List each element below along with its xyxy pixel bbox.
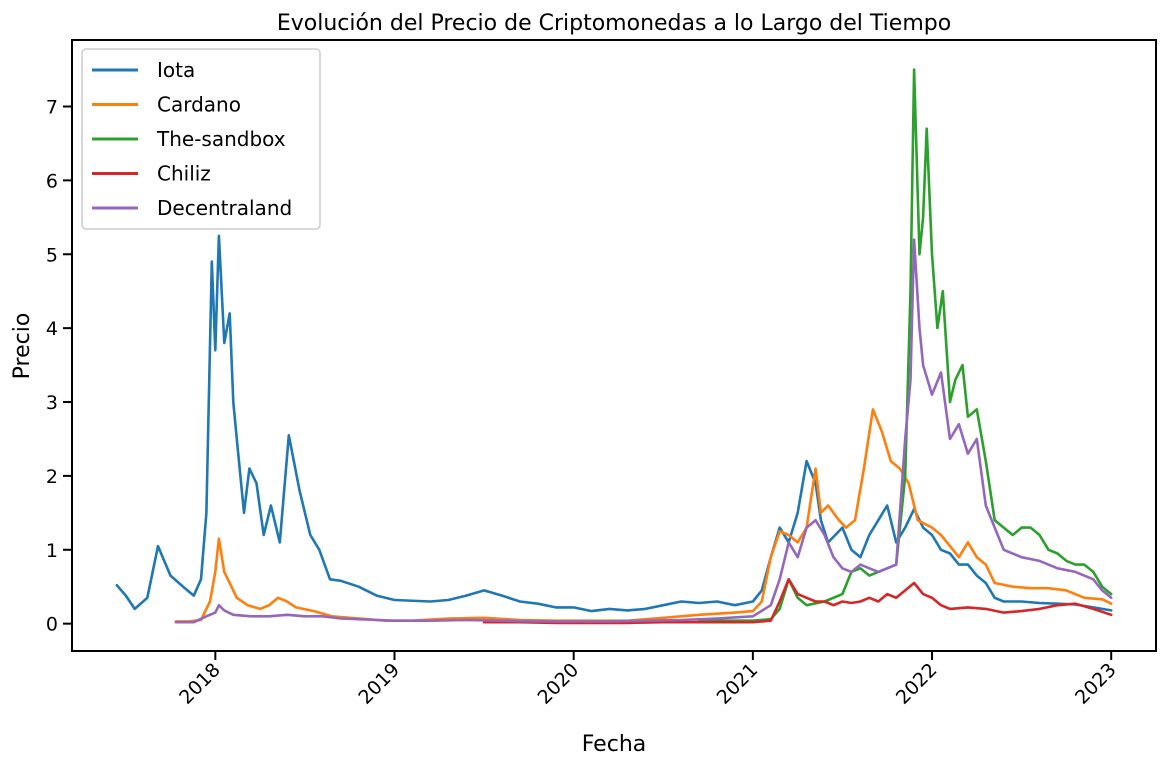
y-tick-label: 7	[46, 96, 58, 118]
chart-title: Evolución del Precio de Criptomonedas a …	[277, 11, 951, 36]
legend-label-iota: Iota	[157, 58, 195, 82]
series-line-the-sandbox	[697, 68, 1113, 622]
legend-label-cardano: Cardano	[157, 93, 241, 117]
series-line-cardano	[174, 408, 1113, 623]
plot-frame	[71, 39, 1157, 652]
series-layer	[115, 68, 1113, 625]
y-tick-label: 5	[46, 244, 58, 266]
y-axis-label: Precio	[10, 313, 35, 380]
legend: Iota Cardano The-sandbox Chiliz Decentraland	[81, 48, 321, 230]
y-tick-label: 2	[46, 466, 58, 488]
legend-box	[81, 48, 321, 230]
y-tick-label: 1	[46, 540, 58, 562]
y-tick-label: 4	[46, 318, 58, 340]
legend-label-the-sandbox: The-sandbox	[156, 127, 286, 151]
y-tick-label: 0	[46, 614, 58, 636]
series-line-chiliz	[482, 578, 1113, 625]
y-tick-label: 3	[46, 392, 58, 414]
series-line-decentraland	[174, 238, 1113, 624]
series-line-iota	[115, 234, 1113, 613]
legend-label-chiliz: Chiliz	[157, 162, 211, 186]
y-axis: 0 1 2 3 4 5 6 7	[46, 96, 72, 636]
legend-label-decentraland: Decentraland	[157, 196, 292, 220]
y-tick-label: 6	[46, 170, 58, 192]
x-axis-label: Fecha	[582, 732, 647, 757]
